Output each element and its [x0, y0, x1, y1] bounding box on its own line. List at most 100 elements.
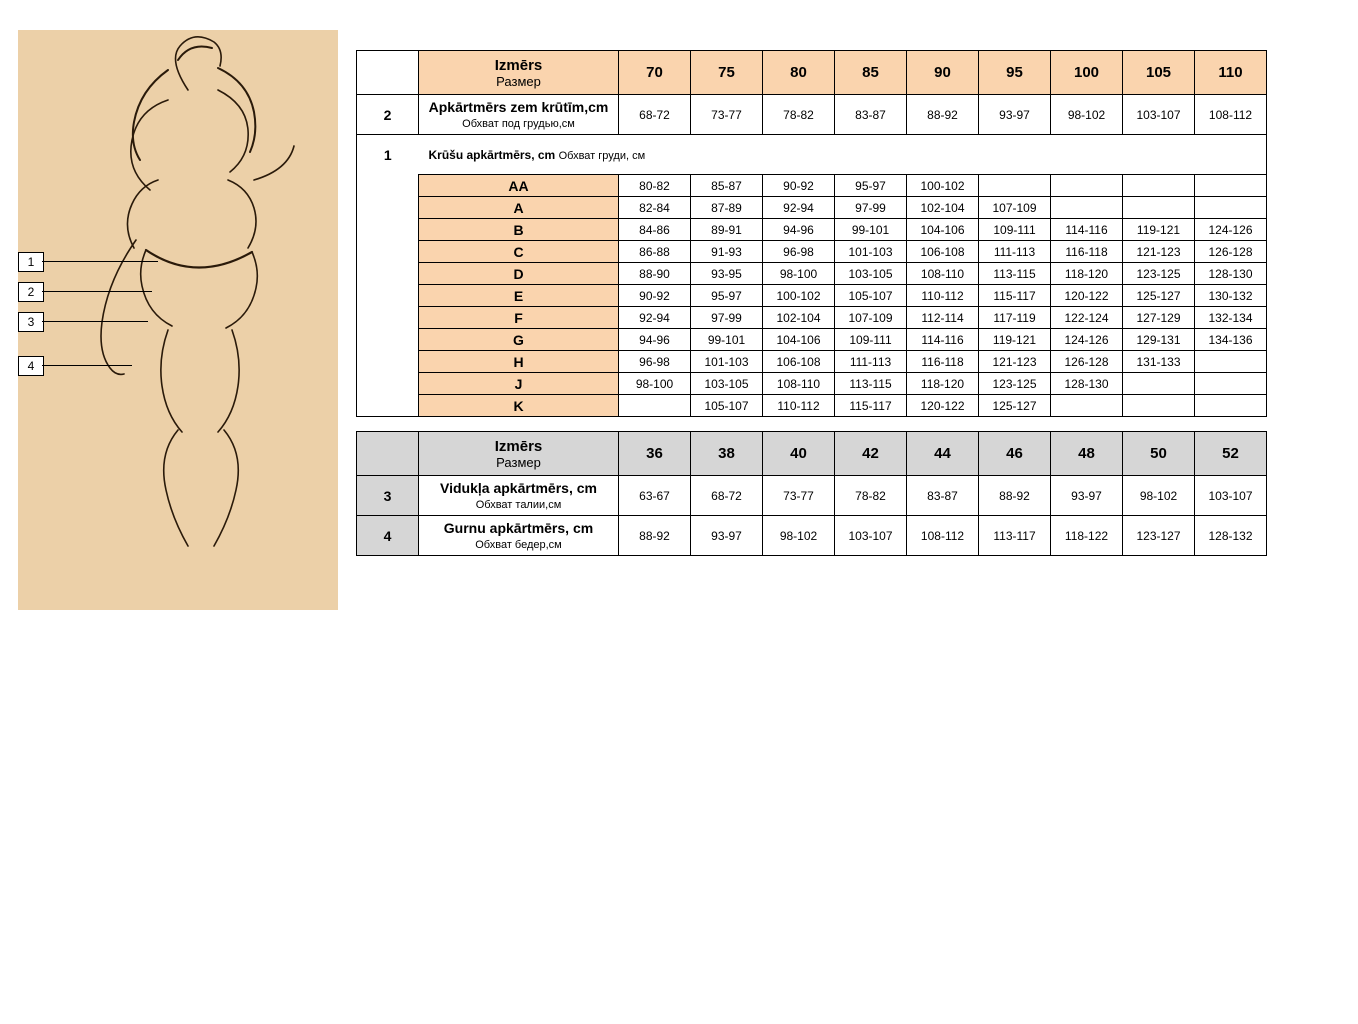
t2-size-label: Izmērs Размер: [419, 432, 619, 476]
t2-h-v5: 113-117: [979, 516, 1051, 556]
t1-size-80: 80: [763, 51, 835, 95]
cup-B-v6: 114-116: [1051, 219, 1123, 241]
cup-AA-v1: 85-87: [691, 175, 763, 197]
tag-3: 3: [18, 312, 44, 332]
cup-E-v0: 90-92: [619, 285, 691, 307]
cup-K-v8: [1195, 395, 1267, 417]
t2-h-v4: 108-112: [907, 516, 979, 556]
cup-J-v2: 108-110: [763, 373, 835, 395]
cup-B-v0: 84-86: [619, 219, 691, 241]
cup-G-v6: 124-126: [1051, 329, 1123, 351]
t2-w-v3: 78-82: [835, 476, 907, 516]
cup-A-v2: 92-94: [763, 197, 835, 219]
t1-size-110: 110: [1195, 51, 1267, 95]
t2-size-36: 36: [619, 432, 691, 476]
t1-num-2: 2: [357, 95, 419, 135]
cup-row-H: H96-98101-103106-108111-113116-118121-12…: [357, 351, 1267, 373]
tag-1: 1: [18, 252, 44, 272]
cup-AA-v5: [979, 175, 1051, 197]
bottom-size-table: Izmērs Размер 36 38 40 42 44 46 48 50 52…: [356, 431, 1267, 556]
t1-ub-v5: 93-97: [979, 95, 1051, 135]
t2-header-row: Izmērs Размер 36 38 40 42 44 46 48 50 52: [357, 432, 1267, 476]
t1-ub-v1: 73-77: [691, 95, 763, 135]
t1-size-label: Izmērs Размер: [419, 51, 619, 95]
cup-J-v1: 103-105: [691, 373, 763, 395]
cup-E-v7: 125-127: [1123, 285, 1195, 307]
t1-ub-v4: 88-92: [907, 95, 979, 135]
t2-w-v2: 73-77: [763, 476, 835, 516]
cup-H-v5: 121-123: [979, 351, 1051, 373]
cup-D-v3: 103-105: [835, 263, 907, 285]
cup-AA-v6: [1051, 175, 1123, 197]
cup-A-v8: [1195, 197, 1267, 219]
cup-C-v2: 96-98: [763, 241, 835, 263]
cup-A-v1: 87-89: [691, 197, 763, 219]
cup-AA-v8: [1195, 175, 1267, 197]
tag-3-line: [42, 321, 148, 322]
cup-K-v2: 110-112: [763, 395, 835, 417]
t1-ub-v6: 98-102: [1051, 95, 1123, 135]
t2-hip-label: Gurnu apkārtmērs, cm Обхват бедер,см: [419, 516, 619, 556]
cup-AA-v2: 90-92: [763, 175, 835, 197]
cup-B-v7: 119-121: [1123, 219, 1195, 241]
cup-E-v1: 95-97: [691, 285, 763, 307]
t1-size-85: 85: [835, 51, 907, 95]
cup-D-v0: 88-90: [619, 263, 691, 285]
cup-G-v3: 109-111: [835, 329, 907, 351]
tag-2: 2: [18, 282, 44, 302]
cup-E-v8: 130-132: [1195, 285, 1267, 307]
t2-corner: [357, 432, 419, 476]
tag-4: 4: [18, 356, 44, 376]
cup-label-G: G: [419, 329, 619, 351]
t2-w-v6: 93-97: [1051, 476, 1123, 516]
cup-D-v8: 128-130: [1195, 263, 1267, 285]
cup-G-v1: 99-101: [691, 329, 763, 351]
cup-B-v5: 109-111: [979, 219, 1051, 241]
cup-J-v7: [1123, 373, 1195, 395]
cup-row-G: G94-9699-101104-106109-111114-116119-121…: [357, 329, 1267, 351]
cup-label-D: D: [419, 263, 619, 285]
cup-A-v0: 82-84: [619, 197, 691, 219]
cup-row-A: A82-8487-8992-9497-99102-104107-109: [357, 197, 1267, 219]
t2-h-v7: 123-127: [1123, 516, 1195, 556]
t2-w-v7: 98-102: [1123, 476, 1195, 516]
cup-B-v8: 124-126: [1195, 219, 1267, 241]
page: 1 2 3 4 Izmērs Размер 70 75 80 8: [0, 0, 1358, 1024]
cup-AA-v0: 80-82: [619, 175, 691, 197]
cup-J-v8: [1195, 373, 1267, 395]
t2-size-40: 40: [763, 432, 835, 476]
cup-D-v7: 123-125: [1123, 263, 1195, 285]
t2-h-v0: 88-92: [619, 516, 691, 556]
cup-B-v2: 94-96: [763, 219, 835, 241]
cup-D-v6: 118-120: [1051, 263, 1123, 285]
cup-H-v7: 131-133: [1123, 351, 1195, 373]
cup-row-blank: [357, 307, 419, 329]
cup-label-C: C: [419, 241, 619, 263]
t2-h-v8: 128-132: [1195, 516, 1267, 556]
t2-h-v3: 103-107: [835, 516, 907, 556]
cup-C-v5: 111-113: [979, 241, 1051, 263]
cup-F-v8: 132-134: [1195, 307, 1267, 329]
t1-size-75: 75: [691, 51, 763, 95]
cup-G-v7: 129-131: [1123, 329, 1195, 351]
cup-row-blank: [357, 197, 419, 219]
cup-C-v3: 101-103: [835, 241, 907, 263]
cup-row-C: C86-8891-9396-98101-103106-108111-113116…: [357, 241, 1267, 263]
cup-A-v6: [1051, 197, 1123, 219]
cup-label-K: K: [419, 395, 619, 417]
t2-w-v1: 68-72: [691, 476, 763, 516]
cup-D-v1: 93-95: [691, 263, 763, 285]
cup-C-v6: 116-118: [1051, 241, 1123, 263]
t2-size-44: 44: [907, 432, 979, 476]
t2-size-48: 48: [1051, 432, 1123, 476]
cup-A-v4: 102-104: [907, 197, 979, 219]
t1-ub-v0: 68-72: [619, 95, 691, 135]
cup-J-v3: 113-115: [835, 373, 907, 395]
cup-row-blank: [357, 373, 419, 395]
cup-AA-v4: 100-102: [907, 175, 979, 197]
cup-D-v4: 108-110: [907, 263, 979, 285]
cup-C-v1: 91-93: [691, 241, 763, 263]
cup-C-v7: 121-123: [1123, 241, 1195, 263]
cup-E-v3: 105-107: [835, 285, 907, 307]
cup-row-blank: [357, 351, 419, 373]
